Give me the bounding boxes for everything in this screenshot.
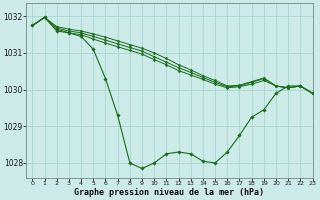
X-axis label: Graphe pression niveau de la mer (hPa): Graphe pression niveau de la mer (hPa) [75,188,264,197]
